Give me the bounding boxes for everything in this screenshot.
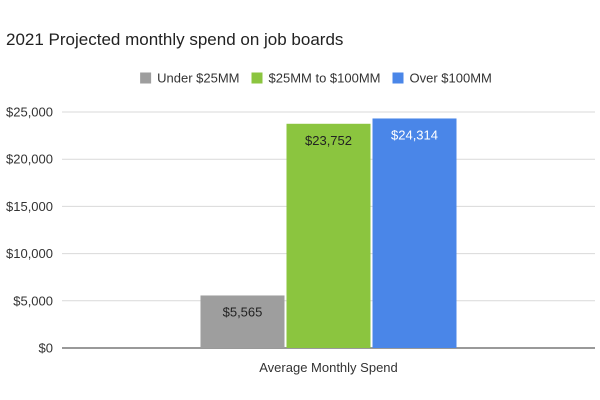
y-tick-label: $20,000 [6,152,53,167]
data-label: $5,565 [223,304,263,319]
y-tick-label: $5,000 [13,293,53,308]
chart-title: 2021 Projected monthly spend on job boar… [6,30,344,49]
data-label: $24,314 [391,127,438,142]
legend-swatch [392,72,404,84]
legend: Under $25MM $25MM to $100MM Over $100MM [140,71,492,86]
x-tick-label: Average Monthly Spend [259,360,398,375]
legend-swatch [140,72,152,84]
bars [200,118,457,349]
data-label: $23,752 [305,133,352,148]
x-axis-categories: Average Monthly Spend [259,360,398,375]
y-tick-label: $25,000 [6,105,53,120]
bar [200,295,285,348]
legend-swatch [251,72,263,84]
data-labels: $5,565 $23,752 $24,314 [223,127,438,319]
y-tick-label: $0 [39,341,53,356]
bar [286,123,371,348]
legend-label: $25MM to $100MM [269,71,381,86]
bar [372,118,457,349]
y-axis-ticks: $0 $5,000 $10,000 $15,000 $20,000 $25,000 [6,105,53,356]
y-tick-label: $10,000 [6,246,53,261]
legend-label: Over $100MM [410,71,492,86]
legend-label: Under $25MM [157,71,239,86]
y-tick-label: $15,000 [6,199,53,214]
